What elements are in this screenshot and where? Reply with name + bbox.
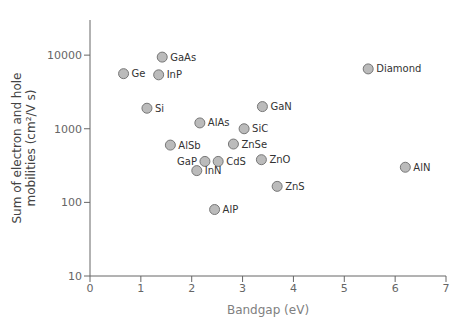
svg-text:GaN: GaN (270, 101, 291, 112)
svg-text:GaAs: GaAs (170, 52, 196, 63)
svg-text:7: 7 (443, 282, 450, 295)
svg-text:Ge: Ge (132, 68, 146, 79)
svg-text:3: 3 (239, 282, 246, 295)
svg-text:InN: InN (205, 165, 222, 176)
svg-text:0: 0 (87, 282, 94, 295)
svg-text:4: 4 (290, 282, 297, 295)
svg-text:AlSb: AlSb (178, 140, 200, 151)
svg-text:10: 10 (68, 270, 82, 283)
svg-text:AlAs: AlAs (208, 117, 230, 128)
svg-text:CdS: CdS (226, 156, 246, 167)
svg-text:AlP: AlP (223, 204, 239, 215)
svg-text:SiC: SiC (252, 123, 268, 134)
svg-text:1000: 1000 (54, 123, 82, 136)
svg-text:Bandgap (eV): Bandgap (eV) (227, 303, 309, 317)
svg-text:1: 1 (137, 282, 144, 295)
svg-text:Sum of electron and holemobili: Sum of electron and holemobilities (cm²/… (10, 73, 38, 224)
svg-text:ZnO: ZnO (269, 154, 290, 165)
svg-text:5: 5 (341, 282, 348, 295)
svg-text:Si: Si (155, 103, 164, 114)
svg-text:Diamond: Diamond (376, 63, 421, 74)
svg-text:AlN: AlN (413, 162, 430, 173)
svg-text:6: 6 (392, 282, 399, 295)
svg-text:2: 2 (188, 282, 195, 295)
svg-text:100: 100 (61, 196, 82, 209)
svg-text:InP: InP (167, 69, 182, 80)
svg-text:GaP: GaP (177, 156, 197, 167)
svg-text:ZnS: ZnS (285, 181, 305, 192)
svg-text:10000: 10000 (47, 49, 82, 62)
svg-text:ZnSe: ZnSe (241, 139, 267, 150)
